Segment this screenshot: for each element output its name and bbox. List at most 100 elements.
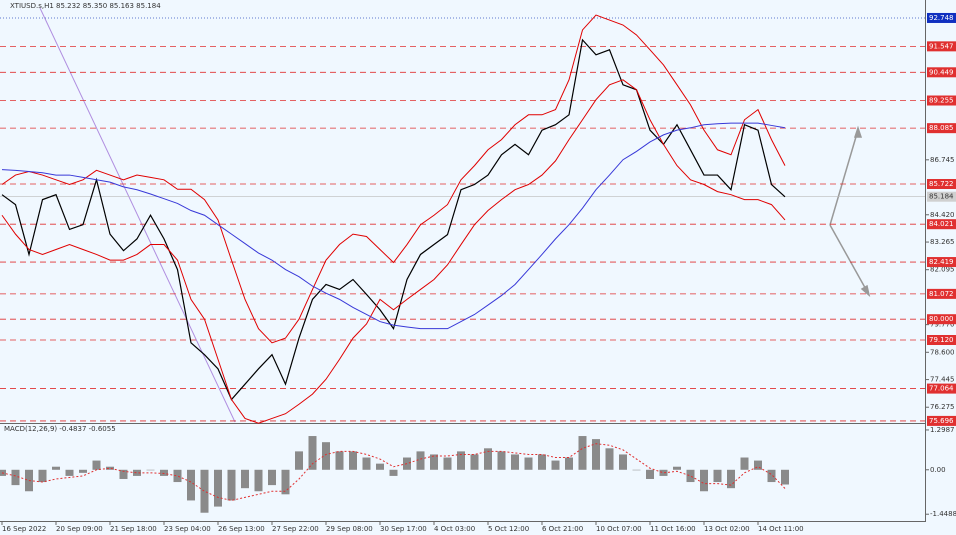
indicator-line: [1, 122, 786, 330]
level-label-bg: [927, 41, 956, 52]
macd-bar: [430, 454, 438, 470]
macd-bar: [11, 469, 20, 486]
y-tick-label: -1.4488: [930, 510, 956, 518]
macd-bar: [457, 451, 465, 470]
macd-bar: [146, 469, 155, 471]
level-label-bg: [927, 383, 956, 394]
macd-bar: [754, 460, 762, 470]
projection-arrows: [829, 125, 871, 298]
macd-bar: [470, 454, 479, 470]
indicator-line: [1, 14, 786, 344]
level-label: 90.449: [929, 68, 954, 76]
level-label: 85.722: [929, 180, 954, 188]
macd-bar: [632, 469, 641, 471]
level-label: 91.547: [929, 42, 954, 50]
macd-bar: [106, 466, 114, 470]
macd-bar: [335, 451, 344, 470]
macd-bar: [376, 463, 384, 470]
macd-bar: [79, 469, 87, 473]
chart-title: XTIUSD.s,H1 85.232 85.350 85.163 85.184: [10, 2, 161, 10]
macd-title: MACD(12,26,9) -0.4837 -0.6055: [4, 425, 116, 433]
macd-bar: [538, 454, 546, 470]
level-label-bg: [927, 95, 956, 106]
macd-bar: [443, 457, 452, 470]
macd-bar: [781, 469, 789, 485]
macd-bar: [565, 457, 573, 470]
x-tick-label: 30 Sep 17:00: [380, 525, 427, 533]
x-tick-label: 6 Oct 21:00: [542, 525, 583, 533]
macd-bar: [52, 466, 60, 470]
level-label: 81.072: [929, 290, 954, 298]
level-label: 77.064: [929, 385, 954, 393]
current-label: 85.184: [929, 193, 954, 201]
x-tick-label: 21 Sep 18:00: [110, 525, 157, 533]
macd-bar: [254, 469, 263, 492]
macd-bar: [200, 469, 209, 513]
level-label: 80.000: [929, 315, 954, 323]
macd-bar: [92, 460, 101, 470]
x-tick-label: 10 Oct 07:00: [596, 525, 642, 533]
macd-bar: [578, 436, 587, 470]
current-label-bg: [927, 191, 956, 202]
level-label: 82.419: [929, 258, 954, 266]
y-tick-label: 76.275: [930, 403, 955, 411]
macd-bar: [727, 469, 735, 489]
macd-bar: [160, 469, 168, 476]
signal-line: [1, 443, 786, 501]
level-label-bg: [927, 67, 956, 78]
level-label: 89.255: [929, 97, 954, 105]
macd-bar: [700, 469, 708, 492]
macd-bar: [281, 469, 290, 495]
x-tick-label: 5 Oct 12:00: [488, 525, 529, 533]
x-tick-label: 27 Sep 22:00: [272, 525, 319, 533]
level-label-bg: [927, 335, 956, 346]
macd-bar: [173, 469, 182, 483]
price-line: [1, 38, 786, 401]
macd-bar: [524, 457, 533, 470]
y-tick-label: 1.2987: [930, 426, 955, 434]
macd-bar: [767, 469, 776, 483]
macd-bar: [362, 457, 371, 470]
level-label: 84.021: [929, 220, 954, 228]
y-tick-label: 78.600: [930, 348, 955, 356]
macd-bar: [227, 469, 236, 501]
x-tick-label: 29 Sep 08:00: [326, 525, 373, 533]
macd-bar: [484, 448, 492, 470]
x-tick-label: 20 Sep 09:00: [56, 525, 103, 533]
y-tick-label: 77.445: [930, 376, 955, 384]
y-tick-label: 83.265: [930, 238, 955, 246]
high-label: 92.748: [929, 14, 954, 22]
x-tick-label: 26 Sep 13:00: [218, 525, 265, 533]
macd-bar: [551, 460, 560, 470]
macd-bar: [133, 469, 141, 476]
macd-bar: [241, 469, 249, 489]
level-label: 79.120: [929, 336, 954, 344]
macd-bar: [686, 469, 695, 483]
macd-bar: [295, 451, 303, 470]
indicator-line: [1, 79, 786, 424]
macd-bar: [511, 454, 519, 470]
macd-bar: [713, 469, 722, 483]
macd-bar: [659, 469, 668, 476]
x-tick-label: 11 Oct 16:00: [650, 525, 696, 533]
y-tick-label: 86.745: [930, 156, 955, 164]
macd-bar: [416, 451, 425, 470]
macd-bar: [619, 454, 627, 470]
level-label-bg: [927, 314, 956, 325]
level-label-bg: [927, 123, 956, 134]
macd-bar: [119, 469, 128, 479]
macd-bar: [646, 469, 654, 479]
y-tick-label: 79.770: [930, 321, 955, 329]
y-tick-label: 84.420: [930, 211, 955, 219]
level-label: 88.085: [929, 124, 954, 132]
macd-bar: [187, 469, 195, 501]
x-tick-label: 13 Oct 02:00: [704, 525, 750, 533]
level-label: 75.696: [929, 417, 954, 425]
level-label-bg: [927, 257, 956, 268]
level-label-bg: [927, 415, 956, 426]
level-label-bg: [927, 219, 956, 230]
macd-bar: [214, 469, 222, 507]
